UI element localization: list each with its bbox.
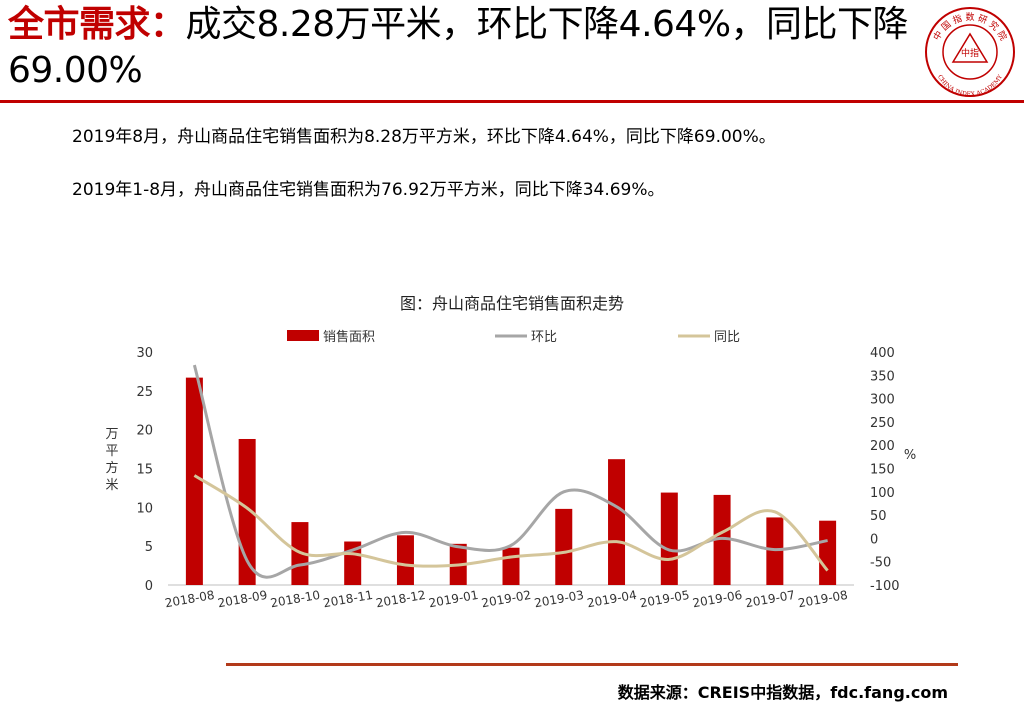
bar	[660, 492, 678, 585]
y2-tick-label: -100	[870, 579, 900, 594]
y-tick-label: 30	[136, 346, 153, 361]
x-tick-label: 2018-08	[164, 588, 216, 610]
legend-label: 同比	[714, 330, 740, 345]
y2-tick-label: 350	[870, 369, 895, 384]
y2-axis-label: %	[904, 448, 916, 463]
bar	[766, 517, 784, 585]
headline: 全市需求：成交8.28万平米，环比下降4.64%，同比下降69.00%	[8, 2, 923, 94]
y2-tick-label: 250	[870, 416, 895, 431]
header-divider	[0, 100, 1024, 103]
y-tick-label: 10	[136, 501, 153, 516]
y-tick-label: 5	[145, 540, 153, 555]
y2-tick-label: 0	[870, 532, 878, 547]
bar	[185, 377, 203, 585]
headline-text: 成交8.28万平米，环比下降4.64%，同比下降69.00%	[8, 4, 909, 91]
legend-label: 环比	[531, 330, 557, 345]
y-axis-label: 万平方米	[105, 427, 118, 493]
legend-swatch	[287, 330, 319, 341]
x-tick-label: 2018-09	[217, 588, 269, 610]
x-tick-label: 2018-11	[322, 588, 374, 610]
x-tick-label: 2019-05	[639, 588, 691, 610]
y2-tick-label: 100	[870, 486, 895, 501]
y-tick-label: 0	[145, 579, 153, 594]
data-source: 数据来源：CREIS中指数据，fdc.fang.com	[617, 683, 948, 702]
y2-tick-label: 300	[870, 393, 895, 408]
y2-tick-label: 200	[870, 439, 895, 454]
x-tick-label: 2019-03	[533, 588, 585, 610]
y-tick-label: 25	[136, 385, 153, 400]
headline-label: 全市需求：	[8, 4, 186, 45]
summary-paragraph-2: 2019年1-8月，舟山商品住宅销售面积为76.92万平方米，同比下降34.69…	[72, 180, 665, 200]
summary-paragraph-1: 2019年8月，舟山商品住宅销售面积为8.28万平方米，环比下降4.64%，同比…	[72, 127, 776, 147]
x-tick-label: 2019-06	[691, 588, 743, 610]
bar	[502, 547, 520, 585]
x-tick-label: 2019-02	[480, 588, 532, 610]
series-line	[192, 364, 828, 579]
china-index-academy-logo: 中 国 指 数 研 究 院 CHINA INDEX ACADEMY 中指	[925, 7, 1015, 98]
y2-tick-label: 400	[870, 346, 895, 361]
bar	[608, 459, 626, 585]
x-tick-label: 2019-01	[428, 588, 480, 610]
x-tick-label: 2019-08	[797, 588, 849, 610]
bar	[819, 520, 837, 585]
y2-tick-label: 150	[870, 463, 895, 478]
y-tick-label: 20	[136, 424, 153, 439]
chart-title: 图：舟山商品住宅销售面积走势	[399, 294, 624, 313]
series-line	[193, 474, 829, 572]
x-tick-label: 2019-07	[744, 588, 796, 610]
x-tick-label: 2018-12	[375, 588, 427, 610]
footer-divider	[226, 663, 958, 666]
bar	[713, 494, 731, 585]
y-tick-label: 15	[136, 463, 153, 478]
legend-label: 销售面积	[323, 329, 375, 345]
y2-tick-label: -50	[870, 556, 891, 571]
bar	[396, 535, 414, 585]
x-tick-label: 2019-04	[586, 588, 638, 610]
x-tick-label: 2018-10	[269, 588, 321, 610]
y2-tick-label: 50	[870, 509, 887, 524]
bar	[555, 508, 573, 585]
logo-inner-text: 中指	[961, 47, 979, 59]
